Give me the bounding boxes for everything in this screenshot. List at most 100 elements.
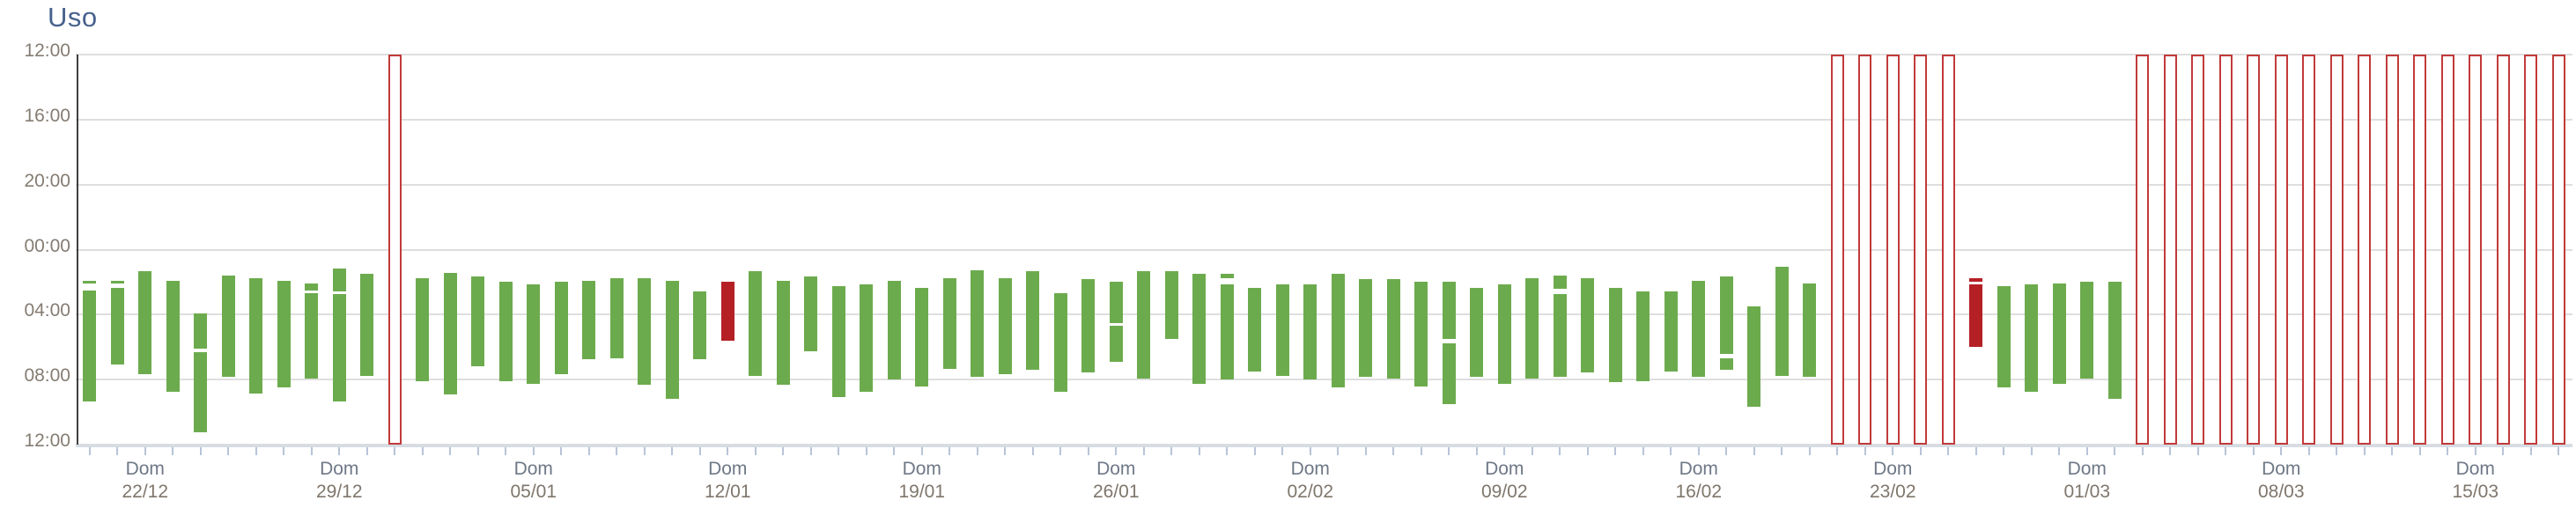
missing-data-bar[interactable] — [2358, 55, 2372, 445]
usage-bar[interactable] — [1497, 284, 1511, 384]
usage-bar[interactable] — [915, 287, 929, 387]
usage-bar[interactable] — [1997, 286, 2011, 388]
usage-bar[interactable] — [1747, 306, 1761, 407]
usage-bar[interactable] — [1719, 357, 1733, 371]
usage-bar[interactable] — [498, 282, 513, 381]
usage-bar[interactable] — [1359, 279, 1373, 378]
usage-bar[interactable] — [1081, 279, 1096, 373]
missing-data-bar[interactable] — [2413, 55, 2427, 445]
missing-data-bar[interactable] — [2469, 55, 2483, 445]
usage-bar[interactable] — [277, 280, 291, 388]
usage-bar[interactable] — [527, 284, 541, 384]
usage-bar[interactable] — [942, 277, 956, 369]
usage-bar[interactable] — [1137, 271, 1151, 379]
usage-bar[interactable] — [1553, 294, 1567, 378]
missing-data-bar[interactable] — [2551, 55, 2565, 445]
usage-bar[interactable] — [1220, 274, 1234, 278]
missing-data-bar[interactable] — [2191, 55, 2205, 445]
missing-data-bar[interactable] — [388, 55, 402, 445]
usage-bar[interactable] — [2025, 284, 2039, 392]
missing-data-bar[interactable] — [2329, 55, 2343, 445]
missing-data-bar[interactable] — [2218, 55, 2233, 445]
usage-bar[interactable] — [1692, 280, 1706, 378]
usage-bar[interactable] — [83, 290, 97, 401]
usage-bar[interactable] — [1303, 284, 1318, 380]
missing-data-bar[interactable] — [2496, 55, 2510, 445]
usage-bar[interactable] — [582, 280, 596, 360]
usage-bar[interactable] — [471, 276, 485, 366]
usage-bar[interactable] — [638, 277, 652, 386]
usage-bar[interactable] — [1775, 267, 1789, 376]
usage-bar[interactable] — [860, 284, 874, 392]
usage-bar[interactable] — [1109, 282, 1123, 323]
missing-data-bar[interactable] — [2385, 55, 2399, 445]
usage-bar[interactable] — [305, 292, 319, 379]
usage-bar[interactable] — [554, 282, 568, 374]
usage-bar[interactable] — [998, 277, 1012, 374]
missing-data-bar[interactable] — [2440, 55, 2454, 445]
missing-data-bar[interactable] — [1858, 55, 1872, 445]
missing-data-bar[interactable] — [2136, 55, 2150, 445]
usage-bar[interactable] — [83, 280, 97, 283]
usage-bar[interactable] — [693, 291, 707, 360]
short-usage-bar[interactable] — [1969, 277, 1983, 283]
usage-bar[interactable] — [1608, 287, 1622, 383]
usage-bar[interactable] — [609, 277, 624, 358]
usage-bar[interactable] — [1719, 276, 1733, 354]
usage-bar[interactable] — [1442, 342, 1456, 404]
usage-bar[interactable] — [1636, 291, 1650, 381]
usage-bar[interactable] — [665, 280, 679, 399]
usage-bar[interactable] — [1470, 287, 1484, 378]
usage-bar[interactable] — [887, 280, 901, 380]
usage-bar[interactable] — [138, 271, 152, 374]
usage-bar[interactable] — [416, 277, 430, 381]
usage-bar[interactable] — [1803, 283, 1817, 378]
usage-bar[interactable] — [166, 280, 180, 392]
usage-bar[interactable] — [1525, 277, 1539, 379]
missing-data-bar[interactable] — [1941, 55, 1955, 445]
usage-bar[interactable] — [1386, 279, 1400, 379]
usage-bar[interactable] — [2052, 283, 2066, 384]
usage-bar[interactable] — [971, 269, 985, 378]
usage-bar[interactable] — [1053, 292, 1067, 392]
usage-bar[interactable] — [332, 294, 346, 401]
usage-bar[interactable] — [1442, 282, 1456, 339]
usage-bar[interactable] — [1109, 325, 1123, 363]
usage-bar[interactable] — [332, 269, 346, 292]
usage-bar[interactable] — [1275, 284, 1289, 376]
usage-bar[interactable] — [194, 352, 208, 433]
usage-bar[interactable] — [110, 287, 124, 365]
usage-bar[interactable] — [776, 280, 790, 386]
usage-bar[interactable] — [1414, 282, 1428, 387]
usage-bar[interactable] — [360, 274, 374, 376]
missing-data-bar[interactable] — [1886, 55, 1900, 445]
usage-bar[interactable] — [110, 280, 124, 283]
missing-data-bar[interactable] — [2274, 55, 2288, 445]
missing-data-bar[interactable] — [2524, 55, 2538, 445]
usage-bar[interactable] — [804, 276, 818, 351]
usage-bar[interactable] — [305, 283, 319, 291]
usage-bar[interactable] — [1331, 274, 1345, 388]
usage-bar[interactable] — [2080, 282, 2094, 379]
usage-bar[interactable] — [1664, 291, 1678, 372]
usage-bar[interactable] — [1248, 287, 1262, 372]
usage-bar[interactable] — [2107, 282, 2122, 399]
usage-bar[interactable] — [1192, 274, 1207, 384]
usage-bar[interactable] — [1581, 277, 1595, 373]
usage-bar[interactable] — [221, 275, 235, 378]
short-usage-bar[interactable] — [1969, 284, 1983, 348]
missing-data-bar[interactable] — [1914, 55, 1928, 445]
missing-data-bar[interactable] — [2302, 55, 2316, 445]
usage-bar[interactable] — [249, 277, 263, 394]
usage-bar[interactable] — [443, 272, 457, 395]
missing-data-bar[interactable] — [2163, 55, 2177, 445]
usage-bar[interactable] — [831, 286, 845, 398]
usage-bar[interactable] — [194, 313, 208, 349]
short-usage-bar[interactable] — [720, 282, 734, 341]
usage-bar[interactable] — [1553, 275, 1567, 290]
missing-data-bar[interactable] — [1830, 55, 1844, 445]
usage-bar[interactable] — [1026, 271, 1040, 371]
missing-data-bar[interactable] — [2247, 55, 2261, 445]
usage-bar[interactable] — [1220, 284, 1234, 380]
usage-bar[interactable] — [1164, 271, 1178, 340]
